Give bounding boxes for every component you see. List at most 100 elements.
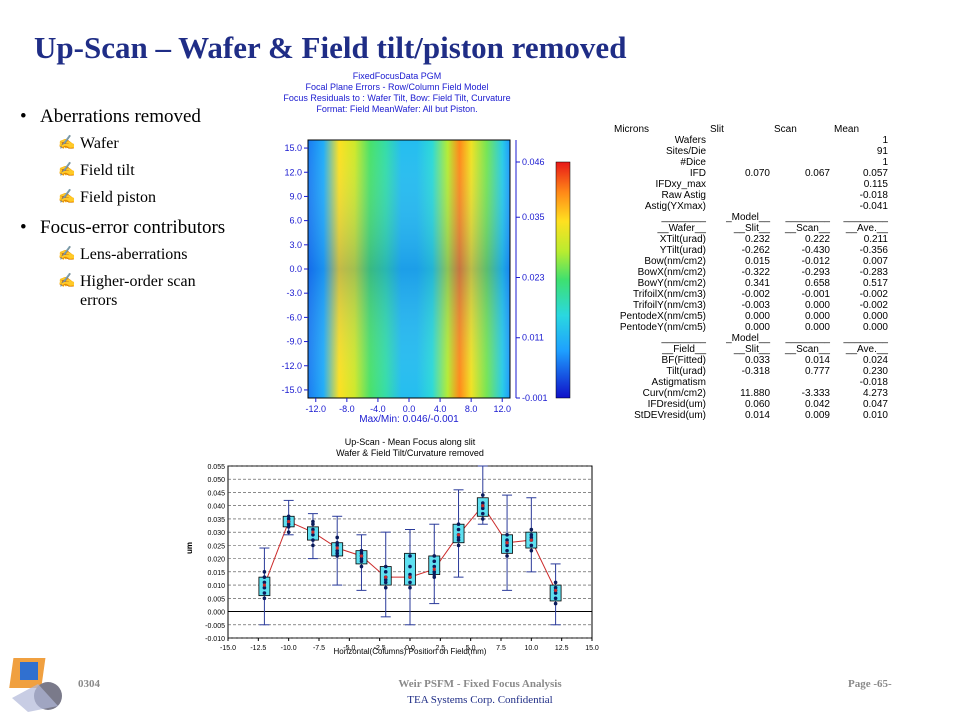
- boxplot-ytick-label: 0.000: [207, 610, 225, 617]
- stats-row: IFD 0.070 0.067 0.057: [612, 168, 890, 179]
- stats-cell: 1: [882, 135, 888, 146]
- stats-cell: [772, 190, 832, 201]
- stats-row: BowX(nm/cm2) -0.322 -0.293 -0.283: [612, 267, 890, 278]
- data-point: [359, 556, 364, 561]
- data-point: [383, 564, 388, 569]
- stats-cell: Wafers: [674, 135, 706, 146]
- stats-row: PentodeX(nm/cm5) 0.000 0.000 0.000: [612, 311, 890, 322]
- heatmap-chart: 15.0 12.0 9.0 6.0 3.0 0.0 -3.0 -6.0 -9.0 -12.0 -15…: [281, 139, 571, 425]
- footer-confidential: TEA Systems Corp. Confidential: [407, 694, 553, 706]
- heatmap-ytick-label: 12.0: [284, 167, 302, 177]
- data-point: [529, 548, 534, 553]
- heatmap-title: FixedFocusData PGM Focal Plane Errors - …: [283, 71, 511, 114]
- data-point: [456, 538, 461, 542]
- mean-point: [529, 538, 533, 542]
- stats-cell: -0.018: [859, 377, 888, 388]
- data-point: [262, 591, 267, 595]
- data-point: [286, 530, 291, 534]
- stats-cell: ________: [843, 333, 889, 344]
- stats-cell: -0.002: [741, 289, 770, 300]
- heatmap-ytick-label: 3.0: [289, 240, 302, 250]
- data-point: [359, 548, 364, 553]
- stats-row: IFDxy_max 0.115: [612, 179, 890, 190]
- stats-cell: [772, 201, 832, 212]
- boxplot-ytick-label: 0.035: [207, 517, 225, 524]
- stats-cell: [772, 157, 832, 168]
- stats-row: __Wafer__ __Slit__ __Scan__ __Ave.__: [612, 223, 890, 234]
- stats-cell: __Scan__: [784, 344, 830, 355]
- mean-point: [359, 554, 364, 558]
- data-point: [359, 564, 364, 569]
- stats-cell: -0.041: [859, 201, 888, 212]
- stats-cell: -0.356: [859, 245, 888, 256]
- boxplot-ytick-label: 0.045: [207, 490, 225, 497]
- colorbar-tick-label: 0.023: [522, 272, 545, 282]
- stats-cell: -0.018: [859, 190, 888, 201]
- stats-cell: 0.658: [804, 278, 830, 289]
- colorbar-tick-label: 0.035: [522, 212, 545, 222]
- pen-icon: ✍: [58, 274, 76, 289]
- mean-point: [456, 533, 461, 537]
- data-point: [335, 554, 339, 558]
- mean-point: [384, 575, 388, 579]
- stats-cell: 11.880: [740, 388, 770, 399]
- stats-cell: __Wafer__: [657, 223, 706, 234]
- stats-cell: 0.070: [744, 168, 770, 179]
- boxplot-ytick-label: 0.005: [207, 596, 225, 603]
- boxplot-ytick-label: 0.030: [207, 530, 225, 537]
- data-point: [286, 525, 291, 529]
- stats-cell: Raw Astig: [661, 190, 706, 201]
- boxplot-ytick-label: 0.015: [207, 570, 225, 577]
- data-point: [408, 580, 412, 585]
- boxplot-xtick-label: -5.0: [343, 645, 355, 652]
- stats-cell: 0.010: [862, 410, 888, 421]
- stats-row: TrifoilX(nm/cm3) -0.002 -0.001 -0.002: [612, 289, 890, 300]
- data-point: [432, 564, 437, 569]
- boxplot-xtick-label: -10.0: [281, 645, 297, 652]
- boxplot-xtick-label: -7.5: [313, 645, 325, 652]
- data-point: [311, 527, 315, 532]
- stats-row: ________ _Model__ ________ ________: [612, 333, 890, 344]
- data-point: [505, 533, 509, 537]
- slide-title: Up-Scan – Wafer & Field tilt/piston remo…: [34, 30, 627, 65]
- stats-cell: BowY(nm/cm2): [637, 278, 706, 289]
- stats-cell: 0.115: [863, 179, 888, 190]
- stats-row: BowY(nm/cm2) 0.341 0.658 0.517: [612, 278, 890, 289]
- stats-cell: 0.024: [862, 355, 888, 366]
- stats-cell: [708, 157, 772, 168]
- heatmap-ytick-label: -6.0: [286, 312, 302, 322]
- stats-cell: Slit: [710, 124, 724, 135]
- stats-cell: 0.000: [862, 311, 888, 322]
- heatmap-xtick-label: -12.0: [306, 404, 327, 414]
- stats-row: Astig(YXmax) -0.041: [612, 201, 890, 212]
- stats-cell: 0.222: [804, 234, 830, 245]
- heatmap-ytick-label: -9.0: [286, 337, 302, 347]
- stats-cell: BF(Fitted): [661, 355, 706, 366]
- stats-cell: 0.067: [804, 168, 830, 179]
- data-point: [456, 522, 461, 527]
- data-point: [505, 548, 509, 553]
- data-point: [311, 538, 315, 542]
- stats-cell: IFDxy_max: [655, 179, 706, 190]
- stats-row: __Field__ __Slit__ __Scan__ __Ave.__: [612, 344, 890, 355]
- stats-cell: Mean: [834, 124, 860, 135]
- stats-cell: [708, 377, 772, 388]
- heatmap-shading: [308, 140, 510, 398]
- boxplot-xtick-label: 15.0: [585, 645, 599, 652]
- stats-cell: 0.000: [804, 322, 830, 333]
- stats-row: IFDresid(um) 0.060 0.042 0.047: [612, 399, 890, 410]
- stats-cell: __Field__: [662, 344, 706, 355]
- stats-row: Wafers 1: [612, 135, 890, 146]
- stats-row: XTilt(urad) 0.232 0.222 0.211: [612, 234, 890, 245]
- heatmap-xtick-label: 8.0: [465, 404, 478, 414]
- box-iqr: [404, 552, 416, 586]
- data-point: [553, 591, 558, 595]
- boxplot-title: Up-Scan - Mean Focus along slit Wafer & …: [336, 437, 484, 458]
- data-point: [335, 543, 339, 548]
- sub-bullet-item: ✍ Higher-order scan errors: [58, 273, 196, 309]
- stats-row: Astigmatism -0.018: [612, 377, 890, 388]
- bullet-group-contributors: Focus-error contributors ✍Lens-aberratio…: [18, 217, 280, 310]
- colorbar-tick-label: 0.046: [522, 157, 545, 167]
- stats-cell: 0.517: [862, 278, 888, 289]
- data-point: [286, 514, 291, 519]
